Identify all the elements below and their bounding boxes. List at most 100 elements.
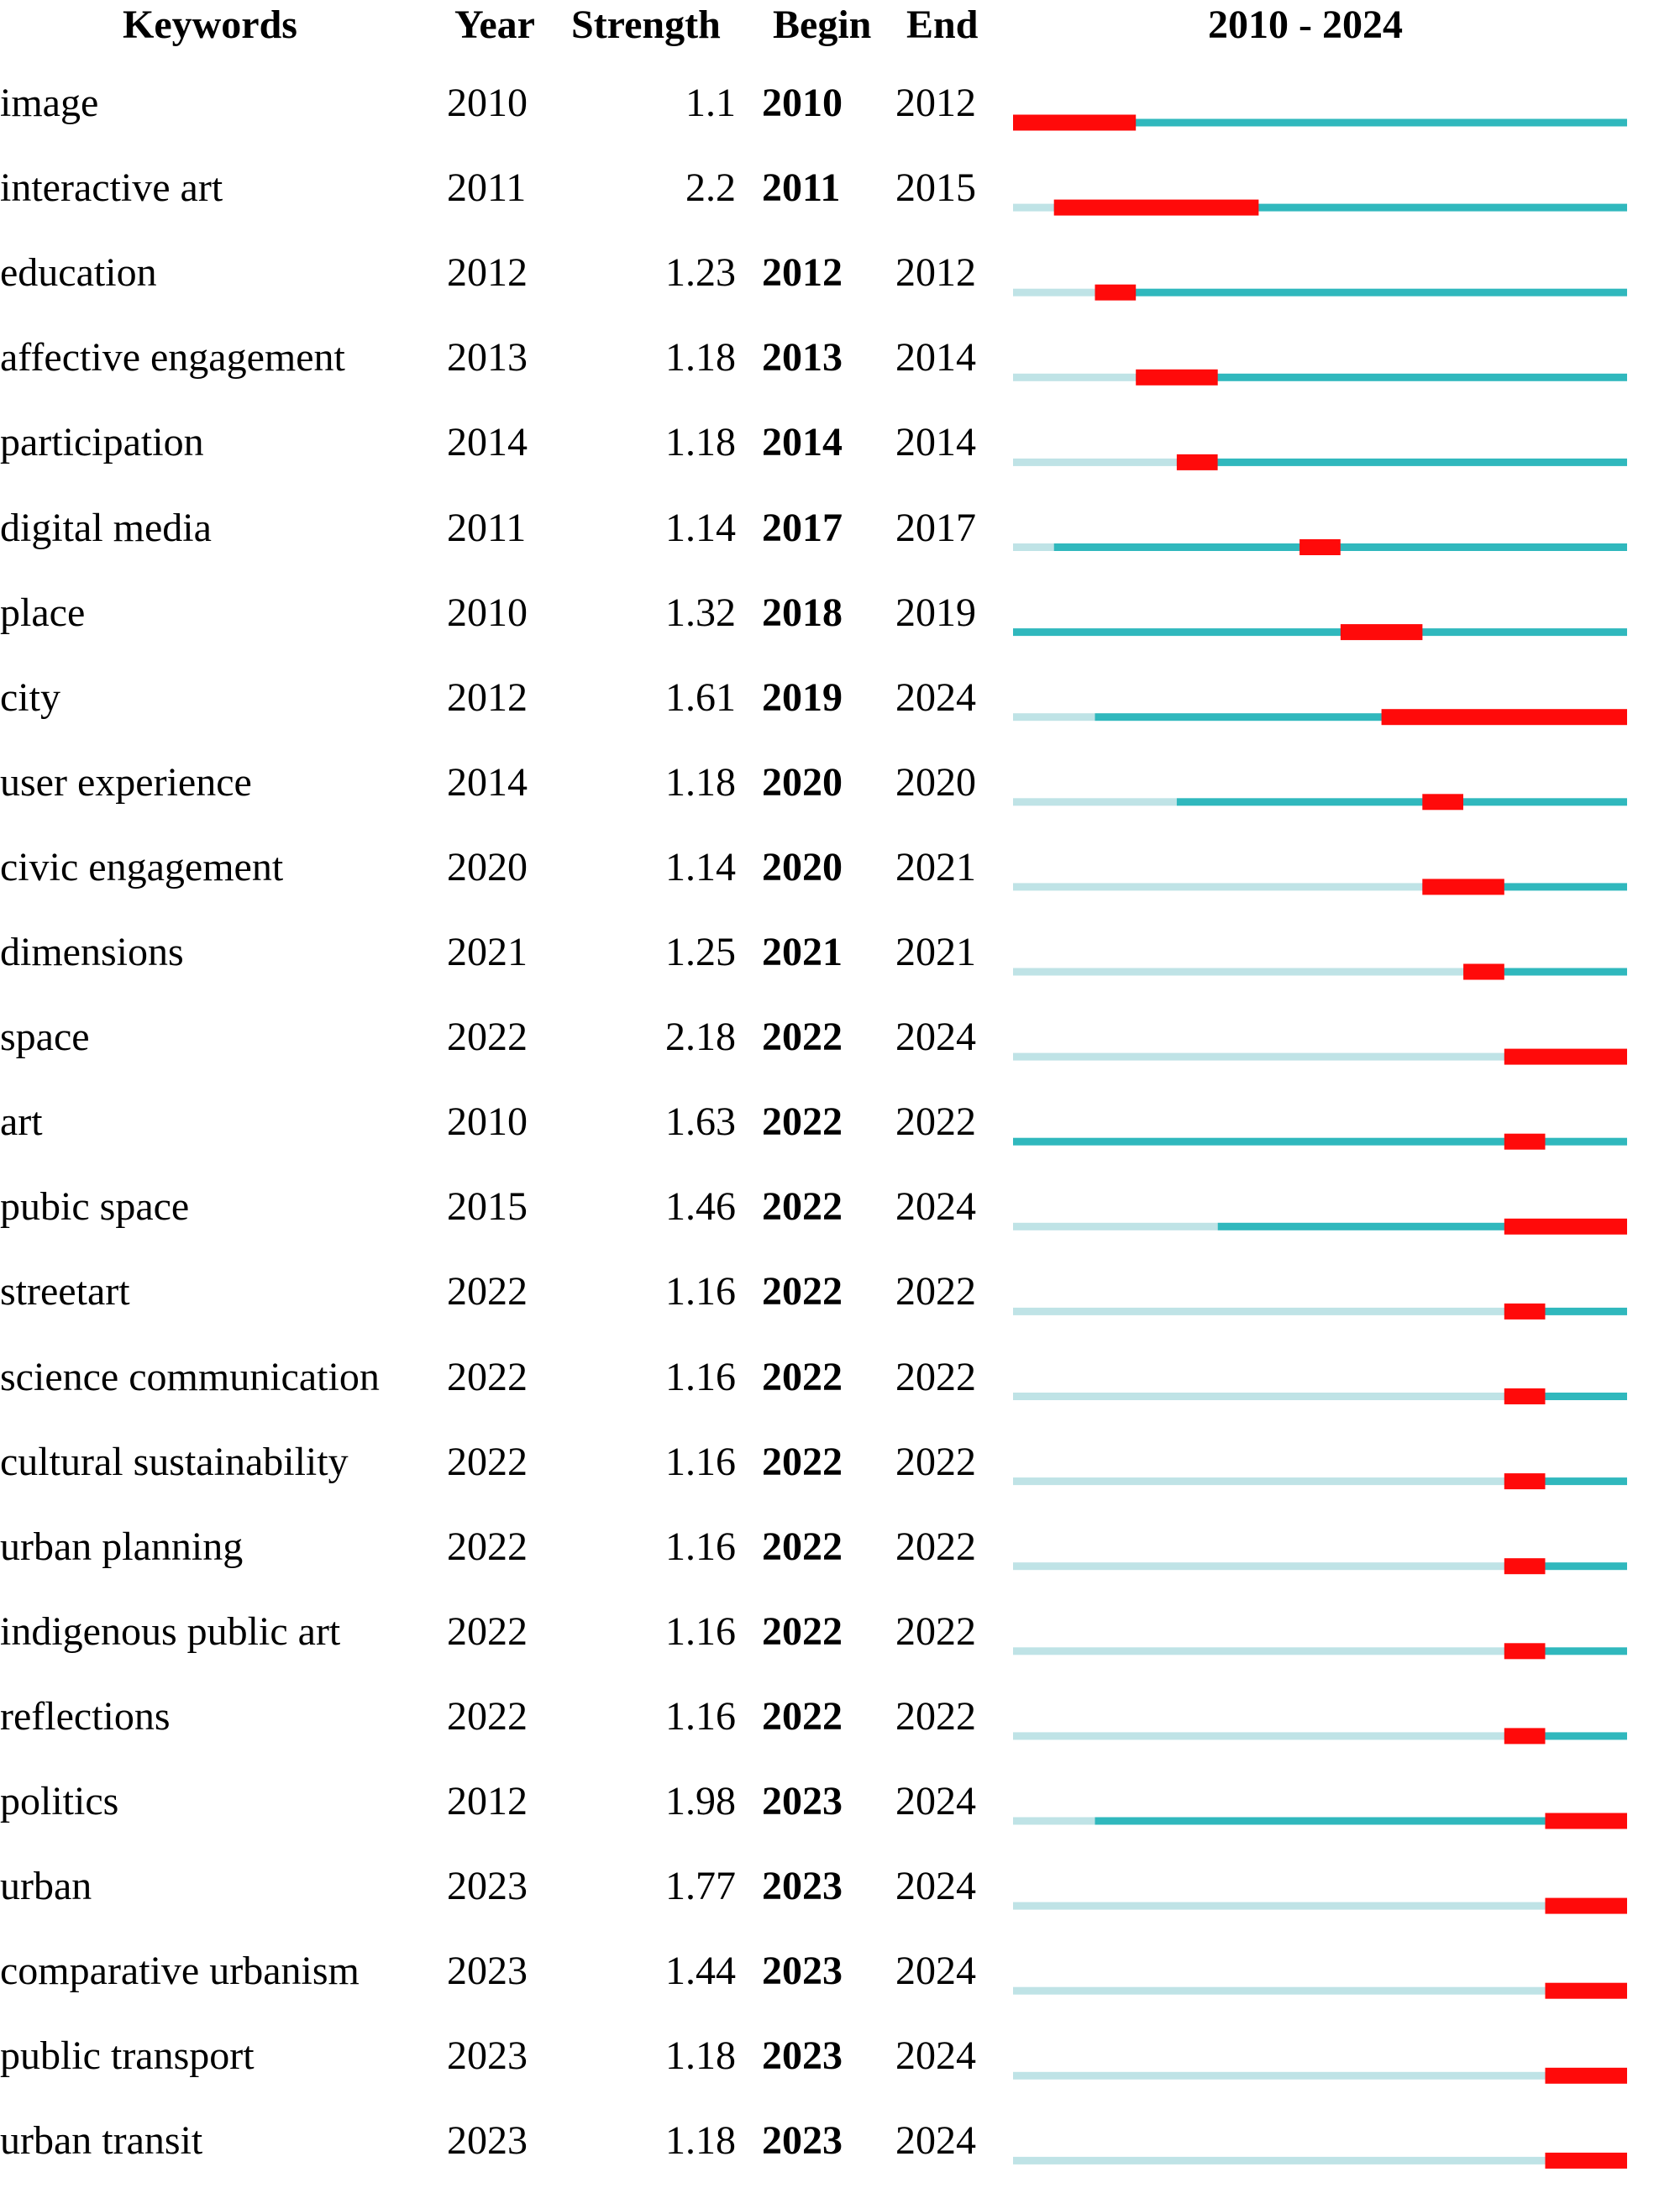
- end-value: 2021: [895, 930, 976, 974]
- burst-bar: [1013, 114, 1137, 131]
- year-value: 2010: [447, 1099, 528, 1145]
- keyword-label: reflections: [0, 1693, 171, 1739]
- year-value: 2015: [447, 1184, 528, 1230]
- keyword-label: art: [0, 1099, 43, 1145]
- timeline-inactive-segment: [1013, 2071, 1546, 2080]
- year-value: 2023: [447, 1864, 528, 1909]
- end-value: 2019: [895, 590, 976, 635]
- header-year: Year: [454, 3, 535, 47]
- timeline-inactive-segment: [1013, 1817, 1095, 1825]
- strength-value: 1.14: [665, 844, 736, 889]
- keyword-label: streetart: [0, 1269, 130, 1314]
- timeline-inactive-segment: [1013, 458, 1177, 466]
- begin-value: 2022: [762, 1693, 843, 1739]
- strength-value: 1.14: [665, 505, 736, 550]
- end-value: 2021: [895, 844, 976, 889]
- year-value: 2010: [447, 81, 528, 125]
- timeline-active-segment: [1504, 1477, 1627, 1486]
- timeline-inactive-segment: [1013, 968, 1464, 976]
- burst-bar: [1381, 709, 1627, 726]
- strength-value: 1.16: [665, 1524, 736, 1569]
- burst-bar: [1299, 539, 1341, 555]
- timeline-active-segment: [1013, 628, 1627, 637]
- keyword-label: place: [0, 590, 86, 635]
- timeline-active-segment: [1136, 373, 1627, 381]
- year-value: 2022: [447, 1439, 528, 1484]
- burst-bar: [1504, 1133, 1546, 1150]
- timeline-inactive-segment: [1013, 798, 1177, 806]
- begin-value: 2012: [762, 250, 843, 296]
- header-strength: Strength: [571, 3, 721, 47]
- keyword-label: interactive art: [0, 165, 223, 211]
- strength-value: 1.46: [665, 1184, 736, 1230]
- strength-value: 1.32: [665, 590, 736, 635]
- begin-value: 2023: [762, 1779, 843, 1823]
- begin-value: 2020: [762, 844, 843, 889]
- burst-bar: [1422, 879, 1504, 895]
- keyword-label: cultural sustainability: [0, 1439, 349, 1484]
- timeline-inactive-segment: [1013, 1477, 1504, 1486]
- year-value: 2014: [447, 759, 528, 805]
- end-value: 2024: [895, 2118, 976, 2164]
- timeline-inactive-segment: [1013, 1732, 1504, 1740]
- burst-bar: [1504, 1218, 1627, 1235]
- strength-value: 1.18: [665, 2033, 736, 2079]
- year-value: 2012: [447, 250, 528, 296]
- strength-value: 1.61: [665, 674, 736, 720]
- strength-value: 1.77: [665, 1864, 736, 1909]
- strength-value: 1.16: [665, 1269, 736, 1314]
- begin-value: 2022: [762, 1439, 843, 1484]
- timeline-active-segment: [1504, 1393, 1627, 1400]
- keyword-label: urban: [0, 1864, 92, 1909]
- burst-bar: [1545, 1813, 1627, 1829]
- end-value: 2022: [895, 1439, 976, 1484]
- begin-value: 2020: [762, 759, 843, 805]
- begin-value: 2022: [762, 1099, 843, 1145]
- timeline-inactive-segment: [1013, 1986, 1546, 1995]
- strength-value: 1.16: [665, 1693, 736, 1739]
- burst-bar: [1463, 963, 1504, 980]
- begin-value: 2019: [762, 674, 843, 720]
- begin-value: 2011: [762, 165, 841, 211]
- end-value: 2015: [895, 165, 976, 211]
- begin-value: 2022: [762, 1015, 843, 1060]
- timeline-inactive-segment: [1013, 288, 1095, 296]
- timeline-active-segment: [1095, 288, 1627, 296]
- burst-bar: [1545, 2067, 1627, 2084]
- keyword-label: politics: [0, 1779, 119, 1823]
- begin-value: 2013: [762, 335, 843, 380]
- year-value: 2012: [447, 674, 528, 720]
- end-value: 2022: [895, 1608, 976, 1654]
- strength-value: 1.18: [665, 335, 736, 380]
- end-value: 2024: [895, 1779, 976, 1823]
- keyword-label: education: [0, 250, 157, 296]
- timeline-active-segment: [1053, 543, 1627, 551]
- year-value: 2010: [447, 590, 528, 635]
- strength-value: 1.16: [665, 1354, 736, 1399]
- begin-value: 2023: [762, 1864, 843, 1909]
- strength-value: 2.18: [665, 1015, 736, 1060]
- keyword-label: urban transit: [0, 2118, 203, 2164]
- end-value: 2020: [895, 759, 976, 805]
- timeline-inactive-segment: [1013, 1647, 1504, 1655]
- strength-value: 1.23: [665, 250, 736, 296]
- strength-value: 1.18: [665, 420, 736, 465]
- end-value: 2022: [895, 1354, 976, 1399]
- burst-bar: [1504, 1473, 1546, 1490]
- burst-bar: [1504, 1643, 1546, 1660]
- year-value: 2014: [447, 420, 528, 465]
- timeline-active-segment: [1504, 1307, 1627, 1315]
- end-value: 2024: [895, 1949, 976, 1994]
- end-value: 2012: [895, 81, 976, 125]
- end-value: 2014: [895, 335, 976, 380]
- burst-bar: [1340, 624, 1423, 641]
- strength-value: 1.44: [665, 1949, 736, 1994]
- end-value: 2022: [895, 1099, 976, 1145]
- begin-value: 2022: [762, 1184, 843, 1230]
- keyword-label: civic engagement: [0, 844, 284, 889]
- end-value: 2022: [895, 1269, 976, 1314]
- timeline-active-segment: [1463, 968, 1627, 976]
- timeline-inactive-segment: [1013, 1052, 1504, 1061]
